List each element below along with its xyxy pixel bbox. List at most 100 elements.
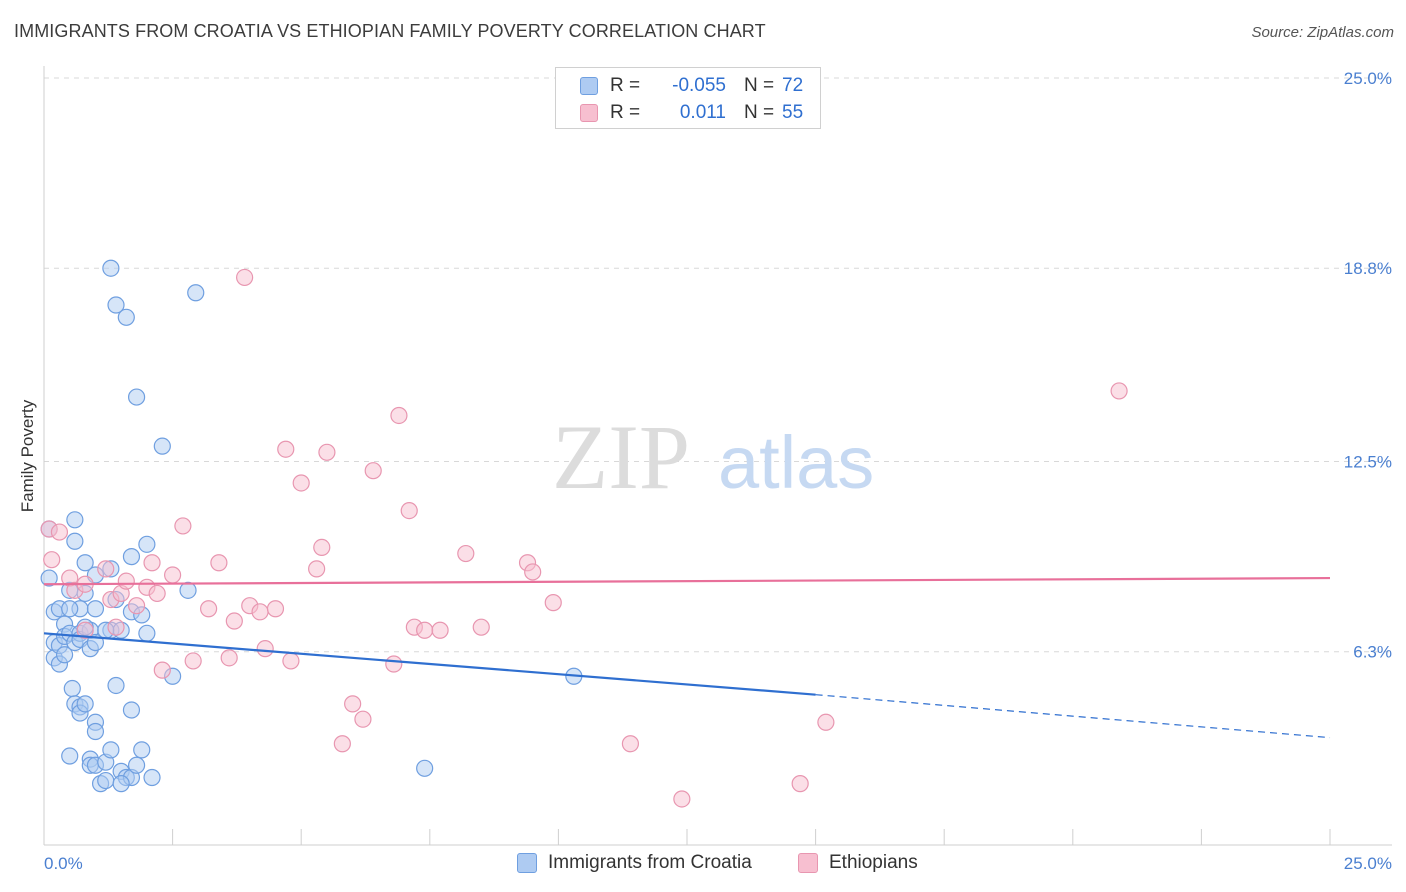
legend-n-value-croatia: 72: [782, 75, 804, 96]
tick-labels: 6.3% 12.5% 18.8% 25.0% 0.0% 25.0%: [44, 69, 1392, 873]
croatia-point-54: [127, 388, 146, 406]
ethiopians-point-54: [1110, 382, 1128, 400]
ethiopians-point-45: [457, 544, 475, 563]
croatia-regression-extension: [815, 694, 1331, 739]
croatia-point-58: [138, 624, 156, 642]
ethiopians-point-38: [364, 462, 382, 480]
bottom-swatch-blue: [517, 853, 537, 873]
croatia-point-55: [127, 756, 146, 774]
watermark-atlas: atlas: [718, 421, 874, 504]
bottom-legend-label-ethiopians: Ethiopians: [829, 852, 918, 873]
croatia-point-19: [76, 554, 94, 572]
y-tick-label-0: 6.3%: [1353, 643, 1392, 662]
ethiopians-point-44: [431, 621, 449, 639]
ethiopians-point-2: [50, 523, 69, 541]
bottom-legend-label-croatia: Immigrants from Croatia: [548, 852, 752, 873]
watermark: ZIP atlas: [552, 406, 874, 508]
chart-title: IMMIGRANTS FROM CROATIA VS ETHIOPIAN FAM…: [14, 21, 766, 41]
croatia-point-28: [76, 695, 94, 713]
x-tick-label-max: 25.0%: [1344, 854, 1392, 873]
ethiopians-point-29: [282, 652, 300, 670]
ethiopians-point-34: [318, 443, 336, 461]
legend-r-value-ethiopians: 0.011: [679, 102, 726, 123]
legend-r-label: R =: [610, 75, 641, 96]
bottom-legend-ethiopians: Ethiopians: [798, 852, 918, 874]
ethiopians-point-5: [76, 621, 94, 639]
ethiopians-point-19: [184, 652, 202, 670]
ethiopians-point-12: [127, 597, 146, 615]
bottom-swatch-pink: [798, 853, 818, 873]
legend-n-value-ethiopians: 55: [782, 102, 804, 123]
croatia-point-71: [112, 775, 130, 793]
ethiopians-point-1: [43, 551, 61, 569]
axes: [43, 66, 1392, 846]
croatia-point-64: [187, 284, 205, 302]
legend-n-label: N =: [744, 75, 775, 96]
ethiopians-point-51: [673, 790, 691, 808]
ethiopians-point-53: [817, 713, 835, 731]
data-points: [40, 259, 1128, 808]
legend-n-label: N =: [744, 102, 775, 123]
y-tick-label-2: 18.8%: [1344, 259, 1392, 278]
x-tick-label-min: 0.0%: [44, 854, 83, 873]
ethiopians-point-21: [210, 554, 228, 572]
ethiopians-point-16: [153, 661, 171, 679]
ethiopians-point-33: [313, 538, 331, 557]
ethiopians-point-31: [292, 474, 310, 492]
croatia-point-35: [86, 722, 105, 741]
croatia-point-57: [133, 741, 151, 759]
ethiopians-point-49: [544, 594, 562, 612]
ethiopians-point-11: [117, 572, 135, 590]
croatia-point-23: [61, 747, 79, 765]
ethiopians-regression-line: [43, 576, 1331, 586]
correlation-legend: R = -0.055 N = 72 R = 0.011 N = 55: [555, 67, 821, 129]
legend-row-croatia: R = -0.055 N = 72: [580, 74, 803, 98]
grid-lines: [44, 77, 1392, 653]
ethiopians-point-27: [256, 640, 274, 658]
ethiopians-point-52: [791, 775, 809, 793]
ethiopians-point-39: [385, 655, 403, 673]
ethiopians-point-26: [251, 603, 269, 621]
ethiopians-point-36: [344, 695, 362, 713]
legend-swatch-blue: [580, 77, 598, 95]
croatia-point-50: [122, 548, 141, 566]
ethiopians-point-43: [416, 621, 434, 639]
ethiopians-point-17: [164, 566, 182, 584]
croatia-point-60: [143, 768, 161, 787]
croatia-point-42: [102, 741, 120, 759]
croatia-point-68: [61, 600, 79, 618]
croatia-point-66: [416, 759, 434, 777]
ethiopians-point-48: [524, 563, 542, 581]
ethiopians-point-24: [236, 268, 254, 287]
croatia-point-32: [86, 600, 105, 618]
ethiopians-point-23: [225, 612, 243, 630]
y-tick-label-1: 12.5%: [1344, 453, 1392, 472]
croatia-point-52: [122, 701, 141, 719]
y-axis-label: Family Poverty: [18, 399, 37, 512]
ethiopians-point-20: [200, 600, 218, 618]
ethiopians-point-18: [174, 517, 192, 535]
croatia-point-45: [107, 676, 125, 695]
croatia-point-43: [107, 296, 125, 314]
ethiopians-point-46: [472, 618, 490, 636]
ethiopians-point-9: [107, 618, 125, 636]
ethiopians-point-35: [333, 735, 351, 753]
legend-swatch-pink: [580, 104, 598, 122]
legend-r-label: R =: [610, 102, 641, 123]
ethiopians-point-40: [390, 406, 408, 425]
regression-lines: [43, 576, 1331, 739]
croatia-point-1: [40, 569, 58, 587]
croatia-regression-line: [43, 632, 816, 696]
croatia-point-61: [153, 437, 171, 455]
ethiopians-point-37: [354, 710, 372, 728]
bottom-legend-croatia: Immigrants from Croatia: [517, 852, 752, 874]
legend-r-value-croatia: -0.055: [672, 75, 726, 96]
ethiopians-point-30: [277, 440, 295, 458]
croatia-point-48: [117, 308, 135, 326]
source-label: Source: ZipAtlas.com: [1251, 24, 1394, 41]
ethiopians-point-32: [308, 560, 326, 578]
legend-row-ethiopians: R = 0.011 N = 55: [580, 101, 803, 125]
ethiopians-point-50: [621, 735, 640, 753]
croatia-point-63: [179, 581, 197, 599]
